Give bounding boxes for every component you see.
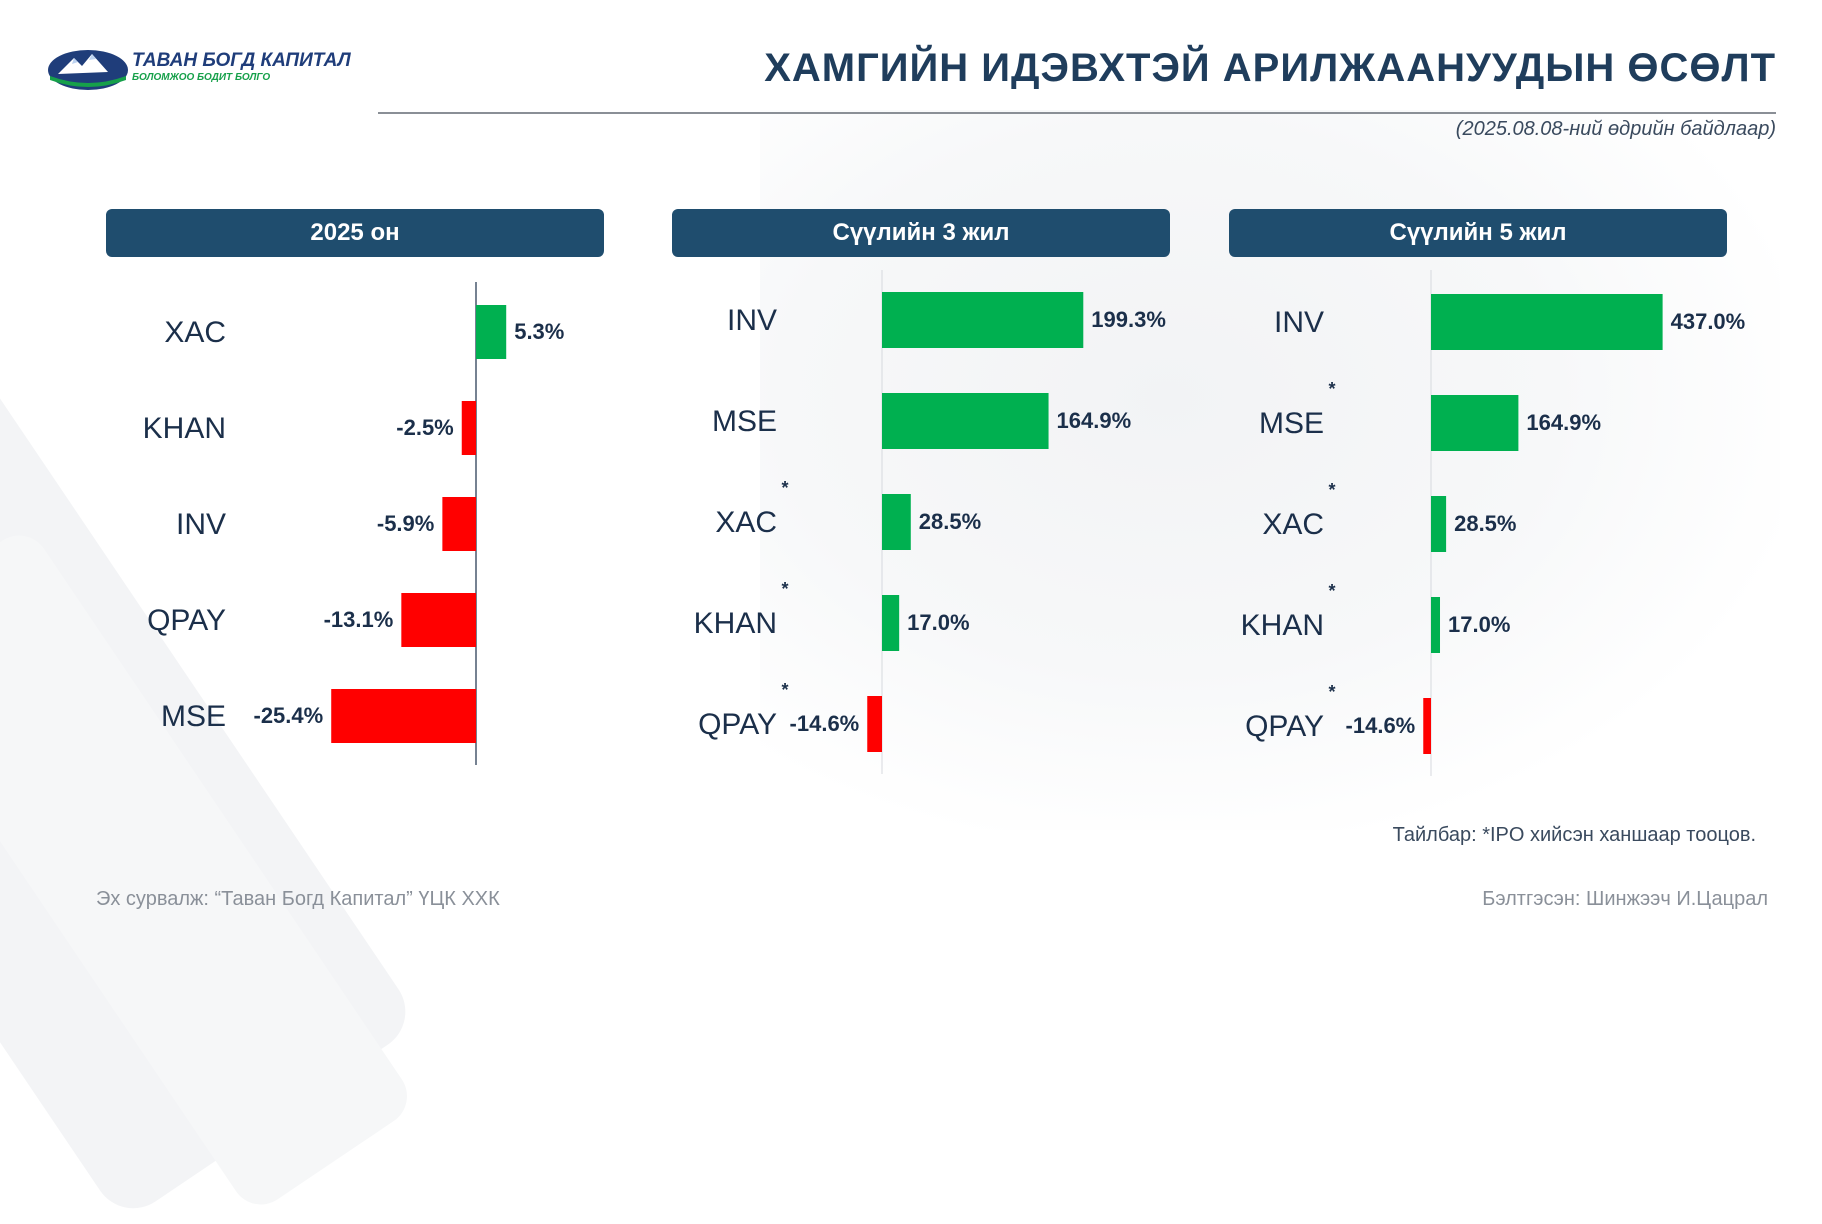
category-label: XAC: [715, 506, 777, 539]
bar: [1431, 294, 1663, 350]
panel-header-3-years: Сүүлийн 3 жил: [672, 209, 1170, 257]
category-label: QPAY: [147, 604, 226, 637]
value-label: -13.1%: [324, 607, 394, 632]
title-divider: [378, 112, 1776, 114]
bar: [1431, 597, 1441, 653]
value-label: 199.3%: [1091, 307, 1166, 332]
bar: [882, 595, 900, 651]
ipo-asterisk: *: [1328, 379, 1335, 399]
bar: [882, 292, 1084, 348]
ipo-asterisk: *: [781, 478, 788, 498]
chart-3-years: INV 199.3%MSE 164.9%XAC*28.5%KHAN*17.0%QPA…: [694, 270, 1166, 774]
value-label: 164.9%: [1526, 410, 1601, 435]
bar: [461, 401, 476, 455]
value-label: 17.0%: [907, 610, 969, 635]
value-label: -14.6%: [1346, 713, 1416, 738]
chart-5-years: INV 437.0%MSE*164.9%XAC*28.5%KHAN*17.0%QP…: [1241, 270, 1746, 776]
value-label: -5.9%: [377, 511, 434, 536]
ipo-asterisk: *: [781, 579, 788, 599]
category-label: MSE: [712, 405, 777, 438]
value-label: 17.0%: [1448, 612, 1510, 637]
brand-name: ТАВАН БОГД КАПИТАЛ: [132, 50, 351, 71]
category-label: KHAN: [143, 412, 226, 445]
value-label: -2.5%: [396, 415, 453, 440]
value-label: -14.6%: [790, 711, 860, 736]
ipo-asterisk: *: [781, 680, 788, 700]
category-label: XAC: [1262, 508, 1324, 541]
bar: [882, 494, 911, 550]
panel-header-5-years: Сүүлийн 5 жил: [1229, 209, 1727, 257]
value-label: 28.5%: [1454, 511, 1516, 536]
mountain-logo-icon: [48, 50, 128, 90]
category-label: KHAN: [694, 607, 777, 640]
bar: [1423, 698, 1431, 754]
page-title: ХАМГИЙН ИДЭВХТЭЙ АРИЛЖААНУУДЫН ӨСӨЛТ: [764, 46, 1776, 90]
category-label: INV: [176, 508, 226, 541]
prepared-by: Бэлтгэсэн: Шинжээч И.Цацрал: [1482, 888, 1768, 910]
bar: [442, 497, 476, 551]
bar: [401, 593, 476, 647]
date-note: (2025.08.08-ний өдрийн байдлаар): [1455, 118, 1776, 140]
category-label: INV: [1274, 306, 1324, 339]
category-label: MSE: [1259, 407, 1324, 440]
category-label: XAC: [164, 316, 226, 349]
value-label: 28.5%: [919, 509, 981, 534]
bar: [476, 305, 507, 359]
source-note: Эх сурвалж: “Таван Богд Капитал” ҮЦК ХХК: [96, 888, 500, 910]
category-label: INV: [727, 304, 777, 337]
bar: [1431, 496, 1447, 552]
bar: [331, 689, 476, 743]
bar: [882, 393, 1049, 449]
brand-logo: ТАВАН БОГД КАПИТАЛ БОЛОМЖОО БОДИТ БОЛГО: [46, 46, 351, 92]
chart-2025: XAC 5.3% KHAN -2.5% INV -5.9% QPAY -13.1% MSE -25…: [143, 282, 564, 765]
ipo-asterisk: *: [1328, 682, 1335, 702]
ipo-asterisk: *: [1328, 480, 1335, 500]
value-label: 5.3%: [514, 319, 564, 344]
footnote: Тайлбар: *IPO хийсэн ханшаар тооцов.: [1392, 824, 1756, 846]
value-label: 437.0%: [1671, 309, 1746, 334]
category-label: MSE: [161, 700, 226, 733]
brand-tagline: БОЛОМЖОО БОДИТ БОЛГО: [132, 72, 271, 83]
category-label: QPAY: [698, 708, 777, 741]
bar: [1431, 395, 1519, 451]
category-label: QPAY: [1245, 710, 1324, 743]
value-label: -25.4%: [254, 703, 324, 728]
panel-header-2025: 2025 он: [106, 209, 604, 257]
bar: [867, 696, 882, 752]
value-label: 164.9%: [1057, 408, 1132, 433]
category-label: KHAN: [1241, 609, 1324, 642]
ipo-asterisk: *: [1328, 581, 1335, 601]
